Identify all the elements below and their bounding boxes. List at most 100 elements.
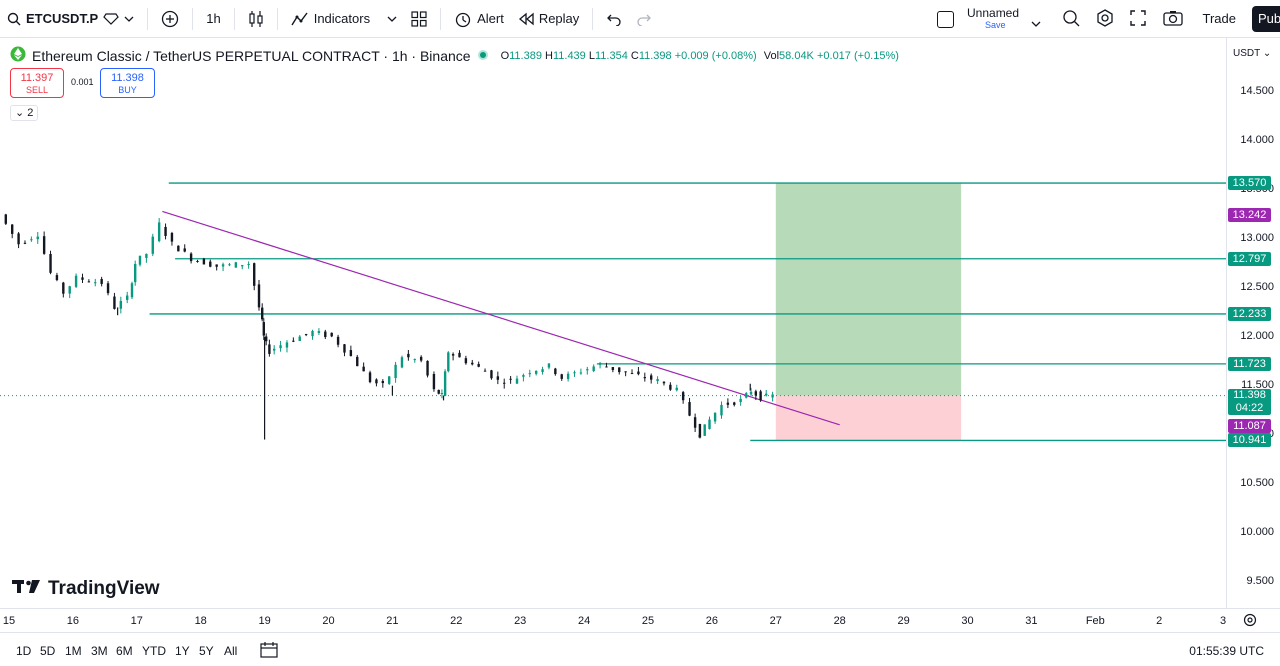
range-button-all[interactable]: All bbox=[224, 644, 238, 658]
candle-body bbox=[42, 236, 46, 254]
alert-button[interactable]: Alert bbox=[447, 4, 511, 34]
alarm-clock-icon bbox=[454, 10, 472, 28]
range-button-6m[interactable]: 6M bbox=[116, 644, 133, 658]
candle-body bbox=[688, 402, 691, 416]
candle-body bbox=[164, 226, 167, 236]
candle-body bbox=[426, 360, 429, 376]
price-tick-label: 14.000 bbox=[1240, 133, 1274, 146]
candle-body bbox=[298, 336, 301, 341]
candle-body bbox=[451, 354, 455, 356]
undo-button[interactable] bbox=[599, 4, 629, 34]
templates-button[interactable] bbox=[404, 4, 434, 34]
sell-label: SELL bbox=[25, 85, 49, 95]
publish-button[interactable]: Pub bbox=[1252, 6, 1280, 32]
price-tick-label: 12.000 bbox=[1240, 329, 1274, 342]
low-label: L bbox=[588, 49, 595, 62]
candle-body bbox=[68, 286, 71, 294]
candle-body bbox=[698, 423, 702, 438]
time-tick-label: 21 bbox=[386, 615, 399, 627]
candle-body bbox=[630, 373, 634, 375]
candle-body bbox=[151, 236, 154, 254]
symbol-search[interactable]: ETCUSDT.P bbox=[0, 4, 141, 34]
candle-body bbox=[177, 245, 180, 252]
layout-name[interactable]: Unnamed Save bbox=[967, 7, 1019, 31]
range-button-5y[interactable]: 5Y bbox=[199, 644, 214, 658]
fullscreen-icon[interactable] bbox=[1130, 10, 1146, 31]
candle-body bbox=[30, 239, 33, 241]
settings-icon[interactable] bbox=[1096, 9, 1114, 32]
candle-body bbox=[509, 378, 512, 380]
candle-body bbox=[566, 373, 570, 379]
compare-button[interactable] bbox=[154, 4, 186, 34]
chevron-down-icon[interactable] bbox=[387, 15, 397, 23]
settings-gear-icon[interactable] bbox=[1243, 613, 1257, 632]
time-tick-label: 26 bbox=[705, 615, 719, 627]
candle-body bbox=[745, 393, 748, 398]
candle-body bbox=[17, 233, 20, 245]
time-tick-label: 2 bbox=[1156, 615, 1163, 627]
trade-button[interactable]: Trade bbox=[1202, 11, 1236, 26]
range-button-3m[interactable]: 3M bbox=[91, 644, 108, 658]
candle-body bbox=[605, 366, 608, 368]
indicators-icon bbox=[291, 11, 309, 27]
candle-body bbox=[726, 402, 730, 405]
time-tick-label: 17 bbox=[130, 615, 143, 627]
chevron-down-icon[interactable] bbox=[1031, 15, 1041, 33]
tradingview-logo[interactable]: TradingView bbox=[12, 578, 160, 600]
range-button-1d[interactable]: 1D bbox=[16, 644, 32, 658]
candle-body bbox=[330, 332, 333, 337]
utc-clock[interactable]: 01:55:39 UTC bbox=[1189, 644, 1264, 658]
replay-button[interactable]: Replay bbox=[511, 4, 586, 34]
tv-mark-icon bbox=[12, 578, 42, 600]
candle-body bbox=[437, 389, 440, 394]
time-tick-label: 19 bbox=[258, 615, 271, 627]
price-scale[interactable]: USDT ⌄ 14.50014.00013.50013.00012.50012.… bbox=[1226, 38, 1280, 608]
quick-search-icon[interactable] bbox=[1062, 9, 1080, 32]
chevron-down-icon[interactable] bbox=[124, 15, 134, 23]
currency-selector[interactable]: USDT ⌄ bbox=[1233, 48, 1271, 59]
range-button-5d[interactable]: 5D bbox=[40, 644, 56, 658]
interval-button[interactable]: 1h bbox=[199, 4, 227, 34]
indicators-button[interactable]: Indicators bbox=[284, 4, 404, 34]
time-tick-label: Feb bbox=[1085, 615, 1105, 627]
spread-value: 0.001 bbox=[71, 77, 94, 87]
time-tick-label: 23 bbox=[514, 615, 527, 627]
redo-button[interactable] bbox=[629, 4, 659, 34]
candle-body bbox=[304, 334, 308, 336]
chart-type-button[interactable] bbox=[241, 4, 271, 34]
candle-body bbox=[170, 233, 174, 242]
close-value: 11.398 bbox=[638, 49, 672, 62]
time-tick-label: 27 bbox=[769, 615, 782, 627]
candle-body bbox=[440, 393, 444, 395]
candle-body bbox=[23, 242, 27, 244]
toolbar-divider bbox=[592, 7, 594, 30]
camera-icon[interactable] bbox=[1163, 10, 1183, 31]
save-label[interactable]: Save bbox=[985, 20, 1006, 30]
time-tick-label: 22 bbox=[450, 615, 463, 627]
range-button-1m[interactable]: 1M bbox=[65, 644, 82, 658]
candle-body bbox=[592, 366, 595, 372]
candle-body bbox=[560, 374, 563, 379]
layout-checkbox[interactable] bbox=[937, 11, 954, 28]
price-tag: 10.941 bbox=[1228, 433, 1271, 448]
range-button-1y[interactable]: 1Y bbox=[175, 644, 190, 658]
time-tick-label: 24 bbox=[577, 615, 591, 627]
candle-body bbox=[771, 394, 774, 398]
indicators-toggle[interactable]: ⌄ 2 bbox=[10, 105, 38, 121]
grid-icon bbox=[411, 10, 427, 27]
chevron-down-icon: ⌄ bbox=[15, 107, 25, 119]
candle-body bbox=[247, 264, 250, 266]
candle-body bbox=[292, 340, 295, 342]
buy-price: 11.398 bbox=[111, 72, 144, 84]
range-button-ytd[interactable]: YTD bbox=[142, 644, 166, 658]
redo-icon bbox=[636, 12, 652, 26]
date-range-icon[interactable] bbox=[260, 642, 278, 661]
sell-button[interactable]: 11.397 SELL bbox=[10, 68, 64, 98]
interval-label: 1h bbox=[206, 11, 221, 26]
candle-body bbox=[324, 331, 327, 338]
price-chart[interactable] bbox=[0, 38, 1226, 608]
buy-button[interactable]: 11.398 BUY bbox=[100, 68, 155, 98]
time-scale[interactable]: 15 16 17 18 19 20 21 22 23 24 25 26 27 28 29 30 31 Feb 2 3 bbox=[0, 608, 1280, 632]
bottom-toolbar: 01:55:39 UTC 1D 5D 1M 3M 6M YTD 1Y 5Y All bbox=[0, 632, 1280, 666]
price-tag: 11.087 bbox=[1228, 419, 1271, 434]
